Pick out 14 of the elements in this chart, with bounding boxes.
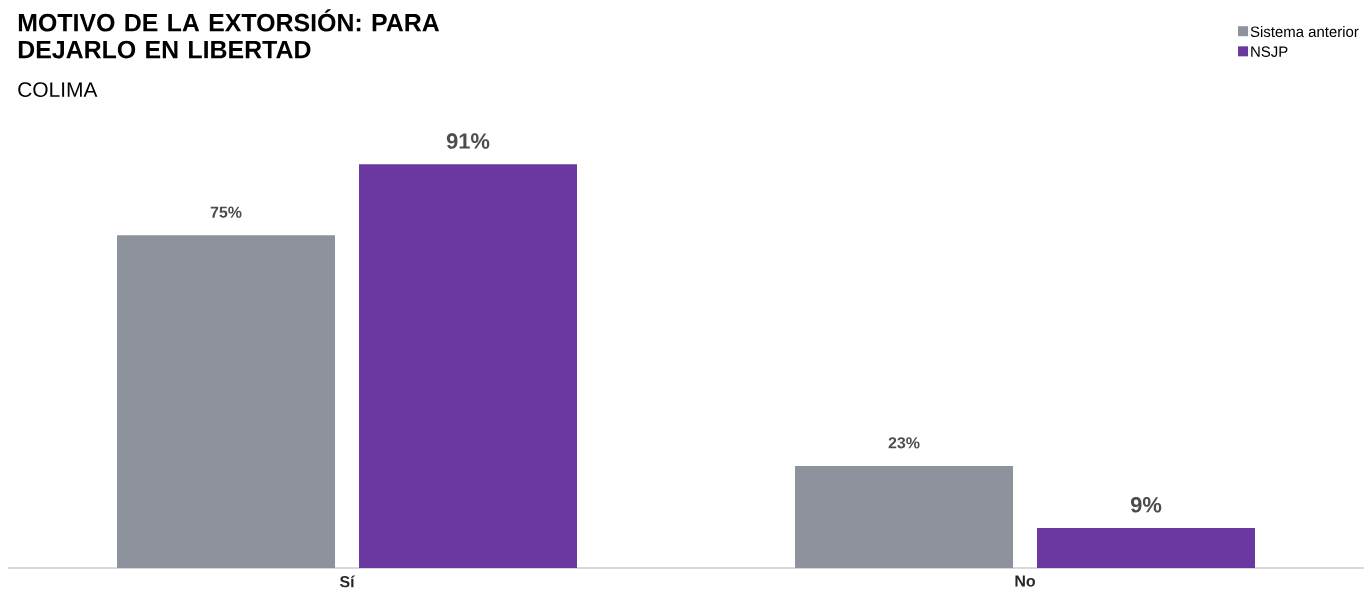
legend-label: NSJP — [1251, 46, 1288, 57]
legend-label: Sistema anterior — [1250, 26, 1359, 38]
bar — [117, 235, 336, 568]
bar — [359, 164, 578, 568]
data-label: 23% — [888, 437, 920, 449]
x-tick-label: Sí — [339, 575, 355, 588]
chart-subtitle: COLIMA — [18, 82, 98, 97]
x-tick-label: No — [1015, 575, 1036, 587]
chart-title: MOTIVO DE LA EXTORSIÓN: PARA DEJARLO EN LIBERTAD — [18, 9, 440, 59]
bar — [1037, 528, 1256, 568]
data-label: 9% — [1130, 497, 1162, 513]
bar — [795, 465, 1014, 568]
data-label: 91% — [446, 133, 490, 149]
data-label: 75% — [210, 206, 242, 218]
